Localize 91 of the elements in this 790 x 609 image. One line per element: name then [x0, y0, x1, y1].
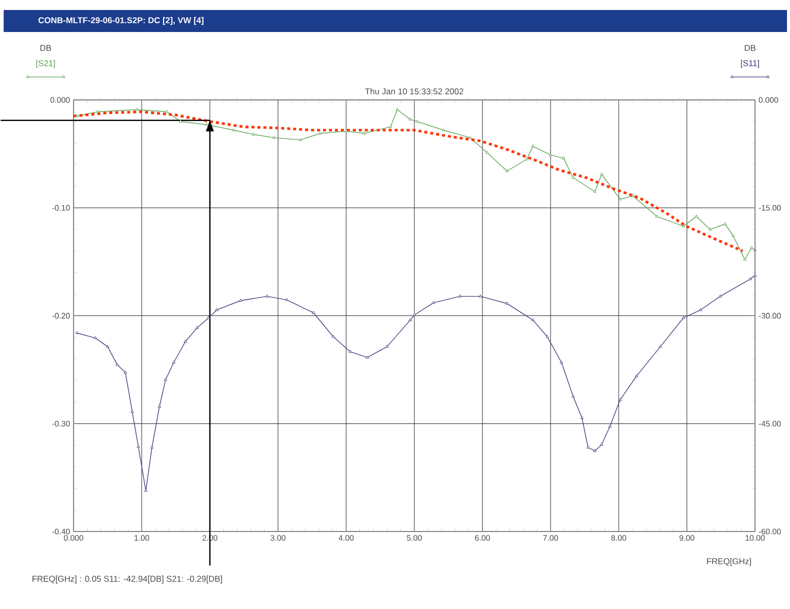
point	[172, 360, 176, 364]
point	[525, 157, 528, 160]
point	[560, 360, 564, 364]
point	[238, 298, 242, 302]
point	[548, 152, 552, 156]
point	[408, 318, 412, 321]
point	[682, 316, 686, 319]
point	[531, 144, 535, 148]
point	[562, 156, 566, 159]
point	[631, 194, 635, 197]
point	[272, 136, 276, 138]
point	[586, 445, 590, 448]
point	[94, 336, 98, 339]
point	[505, 301, 509, 304]
point	[396, 108, 399, 110]
point	[658, 344, 662, 348]
point	[130, 409, 134, 412]
point	[694, 214, 698, 218]
point	[600, 172, 604, 176]
text: DB	[744, 44, 756, 51]
point	[312, 310, 316, 314]
text: FREQ[GHz] : 0.05 S11: -42.94[DB] S21: -0.29[DB]	[32, 575, 222, 584]
point	[531, 318, 535, 321]
text: DB	[40, 44, 52, 51]
point	[618, 197, 622, 200]
point	[366, 355, 369, 358]
point	[344, 129, 348, 132]
point	[478, 294, 482, 298]
point	[432, 300, 436, 304]
point	[732, 234, 735, 237]
point	[618, 398, 622, 401]
point	[580, 416, 584, 419]
point	[298, 138, 302, 141]
point	[458, 294, 462, 298]
point	[723, 222, 727, 225]
point	[252, 132, 256, 136]
point	[362, 131, 366, 134]
point	[206, 122, 209, 126]
point	[136, 444, 140, 448]
point	[318, 131, 322, 134]
point	[750, 246, 754, 249]
point	[593, 448, 597, 452]
point	[468, 136, 472, 138]
point	[698, 308, 702, 311]
point	[708, 227, 712, 230]
point	[106, 344, 110, 348]
point	[408, 117, 412, 120]
point	[486, 150, 489, 154]
point	[332, 334, 335, 338]
point	[285, 298, 289, 301]
point	[158, 404, 162, 408]
text: [S11]	[741, 60, 759, 68]
point	[184, 340, 187, 342]
text: [S21]	[36, 60, 55, 68]
point	[546, 334, 549, 338]
point	[608, 424, 612, 428]
point	[232, 128, 236, 131]
point	[634, 374, 638, 377]
point	[265, 294, 269, 298]
point	[150, 445, 154, 448]
point	[385, 344, 389, 348]
point	[412, 312, 416, 316]
point	[206, 316, 210, 319]
point	[135, 108, 139, 110]
point	[682, 224, 686, 227]
point	[116, 362, 119, 366]
point	[348, 350, 352, 353]
point	[571, 394, 575, 398]
point	[748, 276, 752, 280]
point	[195, 326, 199, 329]
point	[75, 330, 79, 334]
point	[96, 110, 100, 113]
chart-title: CONB-MLTF-29-06-01.S2P: DC [2], VW [4]	[38, 16, 204, 25]
point	[593, 190, 597, 192]
point	[571, 176, 575, 178]
x-axis-title: FREQ[GHz]	[707, 558, 751, 566]
point	[388, 124, 392, 128]
point	[655, 214, 659, 218]
point	[600, 442, 604, 446]
point	[743, 258, 746, 260]
point	[165, 110, 169, 113]
point	[505, 169, 509, 172]
point	[215, 308, 218, 311]
point	[124, 370, 128, 374]
point	[718, 294, 722, 298]
point	[415, 119, 419, 122]
point	[442, 128, 446, 131]
chart-subtitle: Thu Jan 10 15:33:52 2002	[365, 88, 464, 94]
point	[75, 114, 79, 117]
point	[178, 119, 182, 122]
point	[164, 378, 168, 381]
